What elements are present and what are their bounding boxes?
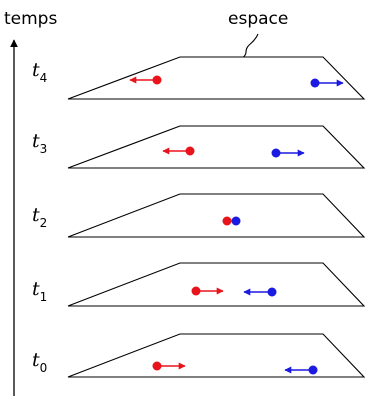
- time-label: t3: [32, 130, 47, 156]
- slice-t1: t1: [32, 262, 366, 307]
- time-axis-label: temps: [4, 9, 57, 29]
- time-label: t2: [32, 204, 47, 230]
- blue-particle: [308, 365, 318, 375]
- space-plane: [67, 56, 366, 100]
- slice-t0: t0: [32, 333, 366, 378]
- red-particle: [222, 216, 232, 226]
- slice-t2: t2: [32, 193, 366, 238]
- slice-t4: t4: [32, 56, 366, 100]
- time-label: t4: [32, 59, 47, 85]
- red-particle: [152, 361, 162, 371]
- space-plane: [67, 333, 366, 378]
- slice-t3: t3: [32, 125, 366, 169]
- space-plane: [67, 193, 366, 238]
- blue-particle: [231, 216, 241, 226]
- space-plane: [67, 125, 366, 169]
- blue-particle: [267, 287, 277, 297]
- space-label: espace: [228, 9, 288, 29]
- red-particle: [191, 286, 201, 296]
- space-plane: [67, 262, 366, 307]
- red-particle: [152, 75, 162, 85]
- time-label: t1: [32, 278, 47, 304]
- blue-particle: [310, 78, 320, 88]
- blue-particle: [271, 148, 281, 158]
- red-particle: [185, 146, 195, 156]
- time-label: t0: [32, 349, 47, 375]
